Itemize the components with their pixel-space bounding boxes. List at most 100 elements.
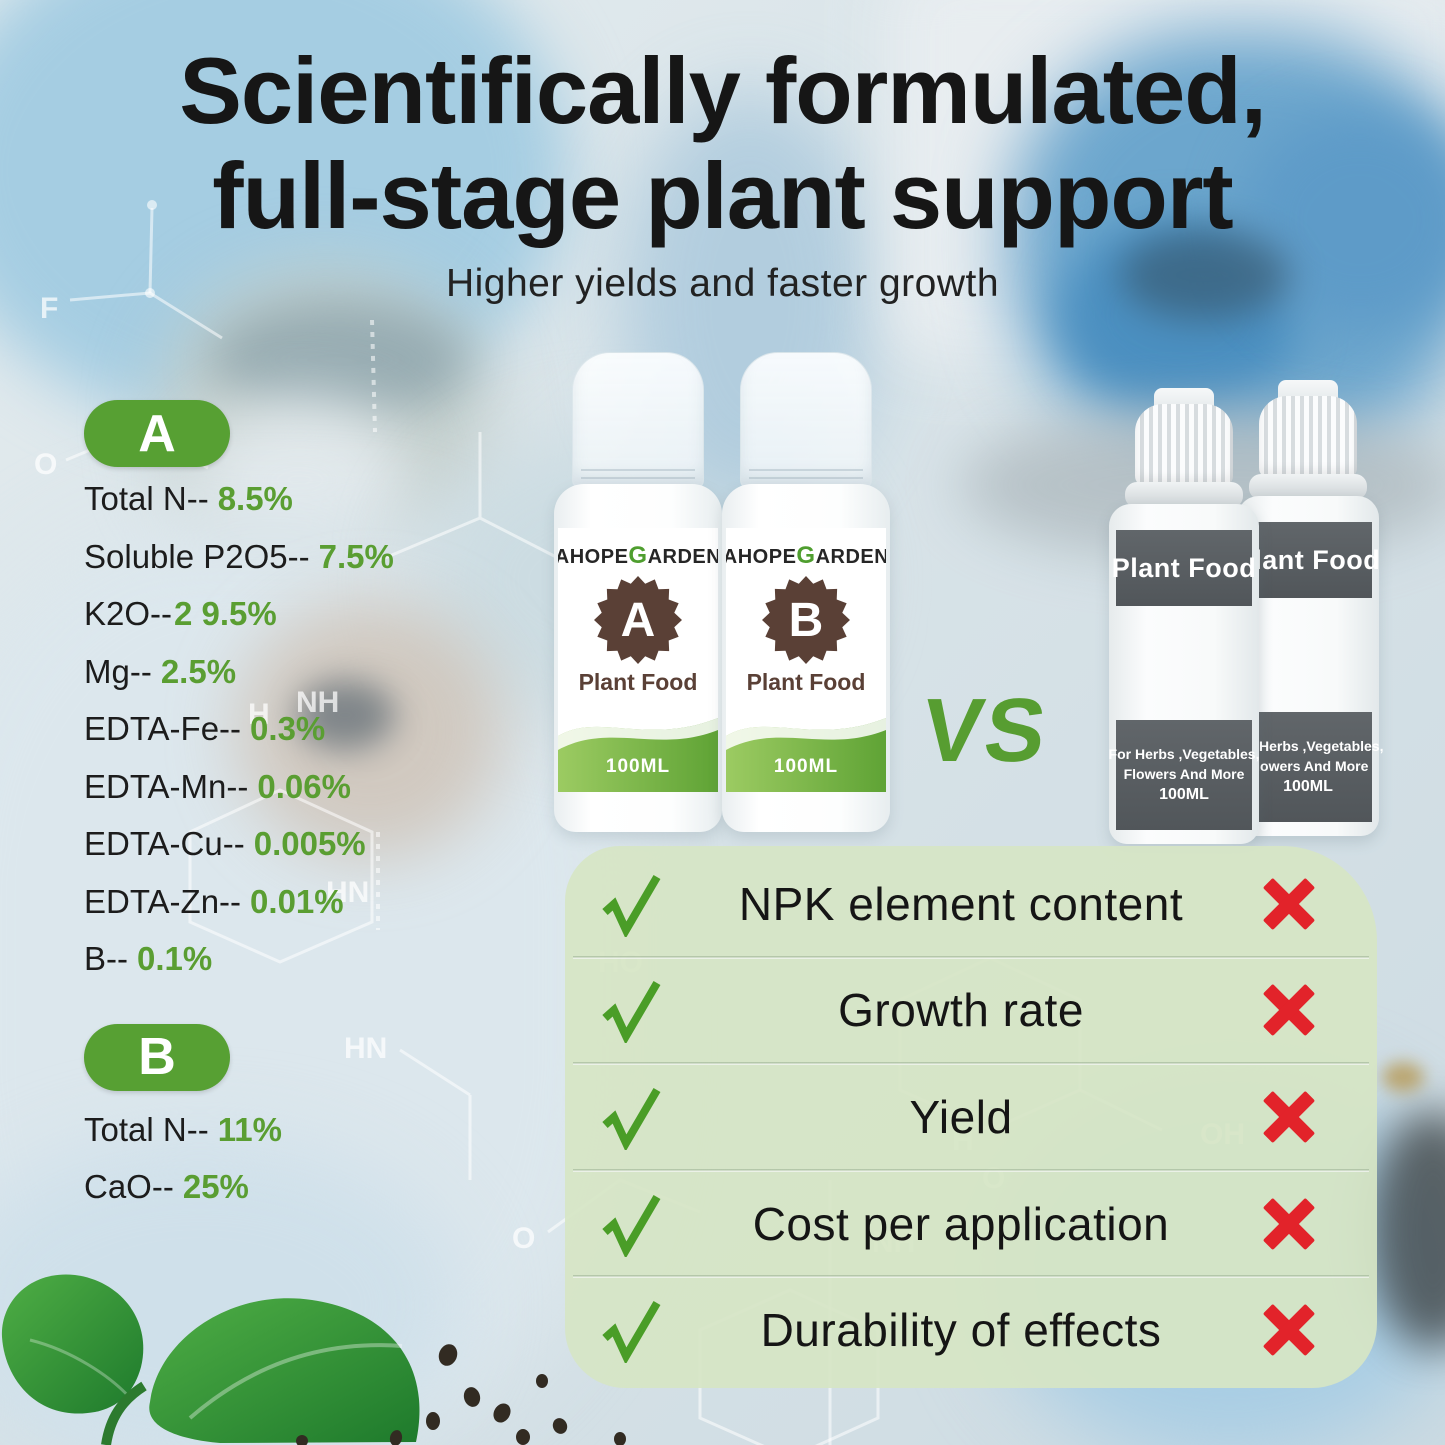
nutrient-row: EDTA-Cu-- 0.005%: [84, 815, 394, 873]
brand-g-leaf: G: [628, 542, 648, 569]
starburst-badge: A: [594, 576, 682, 664]
check-icon: [602, 1301, 661, 1364]
page-title: Scientifically formulated, full-stage pl…: [0, 38, 1445, 249]
nutrient-row: Mg-- 2.5%: [84, 643, 394, 701]
comparison-row: Yield: [565, 1065, 1377, 1169]
title-line-2: full-stage plant support: [212, 143, 1233, 249]
bottle-cap: [740, 352, 872, 490]
bottle-cap-ring: [1249, 474, 1367, 500]
check-icon: [602, 1087, 661, 1150]
check-icon: [602, 1194, 661, 1257]
nutrient-label: EDTA-Mn--: [84, 767, 249, 805]
nutrient-label: Mg--: [84, 652, 152, 690]
comparison-row: NPK element content: [565, 852, 1377, 956]
label-green-band: 100ML: [558, 706, 718, 792]
label-band-top: Plant Food: [1236, 522, 1380, 598]
nutrient-value: 0.005%: [253, 825, 366, 862]
comparison-label: Cost per application: [752, 1197, 1170, 1250]
nutrient-row: K2O--2 9.5%: [84, 585, 394, 643]
vs-label: VS: [916, 681, 1054, 781]
bottle-label: AHOPEGARDEN A Plant Food 100ML: [558, 528, 718, 792]
bg-wristwatch: [295, 680, 395, 750]
nutrient-label: K2O--: [84, 595, 173, 632]
page-subtitle: Higher yields and faster growth: [445, 262, 1000, 305]
nutrient-label: EDTA-Fe--: [84, 710, 242, 747]
nutrient-row: B-- 0.1%: [84, 930, 394, 988]
nutrient-row: EDTA-Mn-- 0.06%: [84, 758, 394, 816]
bottle-b: AHOPEGARDEN B Plant Food 100ML: [722, 342, 890, 834]
comparison-label: NPK element content: [738, 877, 1184, 930]
brand-logo: AHOPEGARDEN: [726, 542, 886, 569]
brand-bottles: AHOPEGARDEN A Plant Food 100ML: [552, 342, 894, 837]
comparison-row: Cost per application: [565, 1172, 1377, 1276]
starburst-badge: B: [762, 576, 850, 664]
nutrient-row: CaO-- 25%: [84, 1158, 394, 1216]
nutrient-value: 0.06%: [257, 767, 351, 805]
bottle-a: AHOPEGARDEN A Plant Food 100ML: [554, 342, 722, 834]
bg-pipette: [1120, 230, 1290, 320]
volume-label: 100ML: [605, 756, 671, 777]
check-icon: [602, 874, 661, 937]
nutrient-value: 7.5%: [318, 537, 394, 575]
competitor-bottles: Plant Food For Herbs ,Vegetables, Flower…: [1093, 368, 1445, 846]
nutrient-label: Soluble P2O5--: [84, 537, 310, 575]
comparison-label: Growth rate: [838, 984, 1084, 1037]
row-divider: [573, 1168, 1369, 1172]
nutrient-value: 8.5%: [217, 480, 293, 517]
nutrient-row: Total N-- 11%: [84, 1101, 394, 1159]
volume-label: 100ML: [773, 756, 839, 777]
comparison-panel: NPK element content Growth rate Yield Co…: [565, 846, 1377, 1388]
bottle-letter: A: [620, 593, 656, 647]
svg-text:O: O: [34, 448, 57, 481]
brand-g-leaf: G: [796, 542, 816, 569]
nutrient-label: EDTA-Zn--: [84, 882, 242, 920]
competitor-bottle-back: Plant Food For Herbs ,Vegetables, Flower…: [1233, 380, 1383, 842]
nutrient-label: CaO--: [84, 1168, 174, 1205]
nutrient-row: Total N-- 8.5%: [84, 470, 394, 528]
bottle-letter: B: [788, 593, 824, 647]
cross-icon: [1261, 876, 1317, 932]
cross-icon: [1261, 1089, 1317, 1145]
bg-safety-goggles: [210, 300, 470, 420]
label-band-bottom: For Herbs ,Vegetables, Flowers And More …: [1233, 712, 1383, 822]
bg-microscope-knob: [1382, 1062, 1424, 1092]
label-band-top: Plant Food: [1112, 530, 1256, 606]
nutrient-value: 25%: [182, 1168, 249, 1205]
nutrient-value: 0.1%: [137, 940, 213, 977]
check-icon: [602, 981, 661, 1044]
nutrient-value: 0.01%: [250, 882, 344, 920]
nutrient-label: Total N--: [84, 1110, 209, 1148]
comparison-label: Durability of effects: [760, 1304, 1162, 1357]
badge-a: A: [84, 400, 230, 467]
row-divider: [573, 1275, 1369, 1279]
nutrient-row: Soluble P2O5-- 7.5%: [84, 528, 394, 586]
bottle-cap-ring: [1125, 482, 1243, 508]
badge-b: B: [84, 1023, 230, 1091]
comparison-label: Yield: [909, 1090, 1013, 1143]
nutrient-value: 0.3%: [250, 710, 326, 747]
cross-icon: [1261, 1302, 1317, 1358]
product-name: Plant Food: [578, 669, 698, 695]
bottle-ribbed-cap: [1135, 404, 1233, 486]
nutrient-composition-list: A Total N-- 8.5% Soluble P2O5-- 7.5% K2O--…: [84, 400, 394, 1216]
product-name: Plant Food: [746, 669, 866, 695]
label-green-band: 100ML: [726, 706, 886, 792]
nutrient-value: 2.5%: [160, 652, 237, 690]
nutrient-label: B--: [84, 940, 128, 977]
comparison-row: Durability of effects: [565, 1278, 1377, 1382]
bottle-ribbed-cap: [1259, 396, 1357, 478]
cross-icon: [1261, 1196, 1317, 1252]
cross-icon: [1261, 982, 1317, 1038]
bottle-cap: [572, 352, 704, 490]
nutrient-label: EDTA-Cu--: [84, 825, 245, 862]
nutrient-row: EDTA-Fe-- 0.3%: [84, 700, 394, 758]
competitor-bottle-front: Plant Food For Herbs ,Vegetables, Flower…: [1109, 388, 1259, 850]
bottle-body: Plant Food For Herbs ,Vegetables, Flower…: [1233, 496, 1383, 836]
nutrient-value: 11%: [217, 1110, 282, 1148]
comparison-row: Growth rate: [565, 959, 1377, 1063]
nutrient-label: Total N--: [84, 480, 209, 517]
title-line-1: Scientifically formulated,: [179, 38, 1267, 143]
nutrient-value: 2 9.5%: [174, 595, 277, 632]
brand-logo: AHOPEGARDEN: [558, 542, 718, 569]
